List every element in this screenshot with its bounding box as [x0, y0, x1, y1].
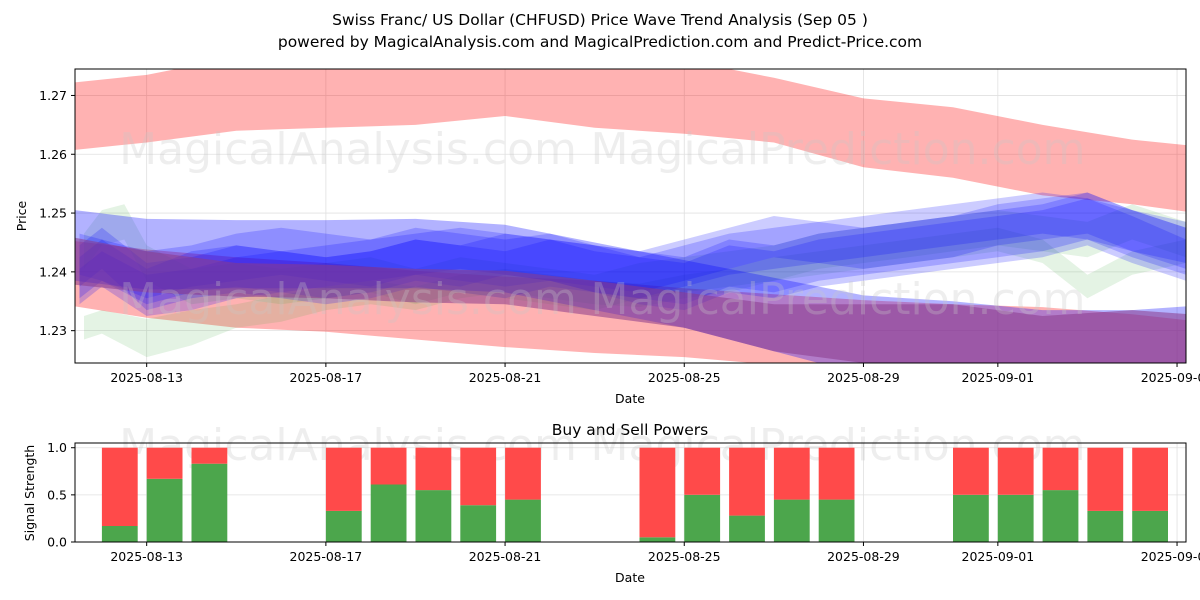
sell-bar	[460, 447, 497, 506]
buy-bar	[505, 499, 541, 542]
buy-bar	[325, 510, 362, 542]
powers-title: Buy and Sell Powers	[552, 421, 709, 439]
watermark-prediction-top: MagicalPrediction.com	[591, 124, 1086, 175]
powers-xtick-label: 2025-08-21	[469, 549, 542, 564]
price-ytick-label: 1.26	[39, 147, 67, 162]
sell-bar	[773, 447, 810, 500]
powers-xtick-label: 2025-09-01	[962, 549, 1035, 564]
buy-bar	[146, 478, 183, 542]
powers-bars	[101, 447, 1168, 542]
price-ytick-label: 1.25	[39, 206, 67, 221]
powers-panel: Buy and Sell Powers MagicalAnalysis.com …	[22, 420, 1200, 585]
price-ytick-label: 1.23	[39, 323, 67, 338]
powers-xtick-label: 2025-08-13	[110, 549, 183, 564]
sell-bar	[729, 447, 765, 516]
powers-xtick-label: 2025-09-05	[1141, 549, 1200, 564]
sell-bar	[370, 447, 407, 485]
price-xtick-label: 2025-08-17	[290, 370, 363, 385]
powers-ytick-label: 0.0	[47, 535, 67, 550]
sell-bar	[1132, 447, 1168, 511]
purple-main-wave	[75, 237, 1186, 363]
price-xtick-label: 2025-08-25	[648, 370, 721, 385]
buy-bar	[818, 499, 855, 542]
sell-bar	[325, 447, 362, 511]
buy-bar	[415, 490, 452, 542]
powers-ytick-label: 0.5	[47, 487, 67, 502]
price-xtick-label: 2025-09-01	[962, 370, 1035, 385]
powers-xtick-label: 2025-08-17	[290, 549, 363, 564]
buy-bar	[460, 505, 497, 542]
buy-bar	[953, 494, 989, 542]
price-panel: MagicalAnalysis.com MagicalPrediction.co…	[14, 68, 1200, 406]
sell-bar	[818, 447, 855, 500]
chart-title: Swiss Franc/ US Dollar (CHFUSD) Price Wa…	[332, 11, 868, 29]
buy-bar	[997, 494, 1034, 542]
buy-bar	[370, 484, 407, 542]
price-ytick-label: 1.24	[39, 264, 67, 279]
price-ytick-label: 1.27	[39, 88, 67, 103]
chart-subtitle: powered by MagicalAnalysis.com and Magic…	[278, 33, 922, 51]
sell-bar	[415, 447, 452, 491]
watermark-analysis-mid: MagicalAnalysis.com	[119, 274, 577, 325]
price-frame	[74, 68, 1187, 364]
powers-ytick-label: 1.0	[47, 440, 67, 455]
sell-bar	[997, 447, 1034, 495]
sell-bar	[191, 447, 228, 464]
powers-xtick-label: 2025-08-25	[648, 549, 721, 564]
sell-bar	[1042, 447, 1079, 491]
powers-xlabel: Date	[615, 570, 645, 585]
watermark-prediction-mid: MagicalPrediction.com	[591, 274, 1086, 325]
sell-bar	[1087, 447, 1124, 511]
buy-bar	[1042, 490, 1079, 542]
blue-wave-2	[79, 192, 1186, 316]
buy-bar	[1087, 510, 1124, 542]
price-xtick-label: 2025-09-05	[1141, 370, 1200, 385]
buy-bar	[773, 499, 810, 542]
buy-bar	[639, 537, 676, 542]
sell-bar	[639, 447, 676, 538]
sell-bar	[505, 447, 541, 500]
powers-ticks: 2025-08-13 2025-08-17 2025-08-21 2025-08-25…	[47, 440, 1200, 564]
buy-bar	[191, 463, 228, 542]
price-xtick-label: 2025-08-29	[827, 370, 900, 385]
sell-bar	[953, 447, 989, 495]
sell-bar	[146, 447, 183, 479]
buy-bar	[101, 526, 138, 542]
powers-ylabel: Signal Strength	[22, 445, 37, 541]
sell-bar	[684, 447, 721, 495]
price-ticks: 2025-08-13 2025-08-17 2025-08-21 2025-08-25…	[39, 88, 1200, 385]
watermark-analysis-top: MagicalAnalysis.com	[119, 124, 577, 175]
price-xtick-label: 2025-08-13	[110, 370, 183, 385]
buy-bar	[729, 515, 765, 542]
price-xtick-label: 2025-08-21	[469, 370, 542, 385]
powers-xtick-label: 2025-08-29	[827, 549, 900, 564]
red-upper-wave	[75, 69, 1186, 212]
price-waves	[75, 69, 1186, 363]
buy-bar	[684, 494, 721, 542]
price-ylabel: Price	[14, 200, 29, 231]
sell-bar	[101, 447, 138, 526]
buy-bar	[1132, 510, 1168, 542]
price-xlabel: Date	[615, 391, 645, 406]
powers-frame	[74, 442, 1187, 543]
